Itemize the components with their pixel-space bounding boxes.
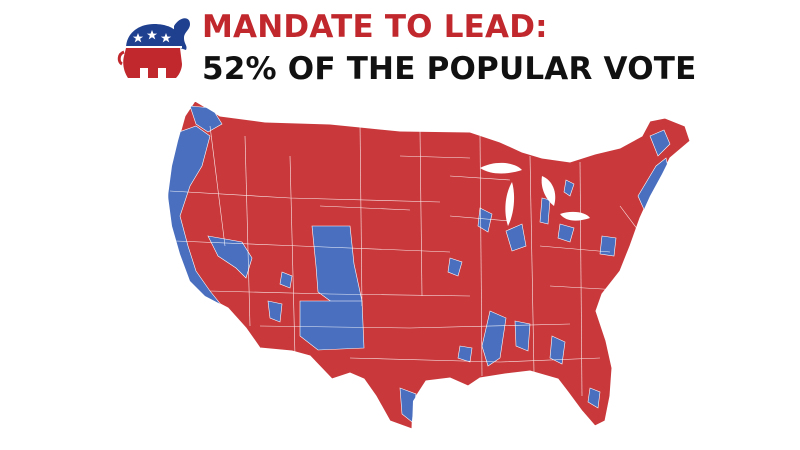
great-lakes xyxy=(480,162,590,226)
headline: MANDATE TO LEAD: 52% OF THE POPULAR VOTE xyxy=(202,6,696,90)
county-borders xyxy=(169,123,651,397)
republican-elephant-icon xyxy=(117,18,190,78)
us-county-election-map xyxy=(167,100,691,430)
headline-line-2: 52% OF THE POPULAR VOTE xyxy=(202,51,697,87)
headline-line-1: MANDATE TO LEAD: xyxy=(202,9,548,45)
